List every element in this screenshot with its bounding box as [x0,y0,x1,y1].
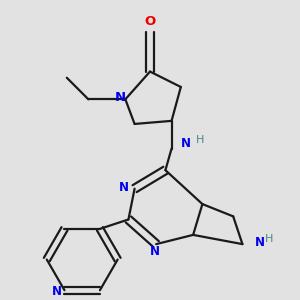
Text: N: N [180,137,190,151]
Text: N: N [115,91,126,104]
Text: N: N [119,181,129,194]
Text: N: N [52,285,62,298]
Text: N: N [255,236,265,249]
Text: N: N [150,245,160,258]
Text: H: H [264,234,273,244]
Text: H: H [196,135,204,145]
Text: O: O [144,15,156,28]
